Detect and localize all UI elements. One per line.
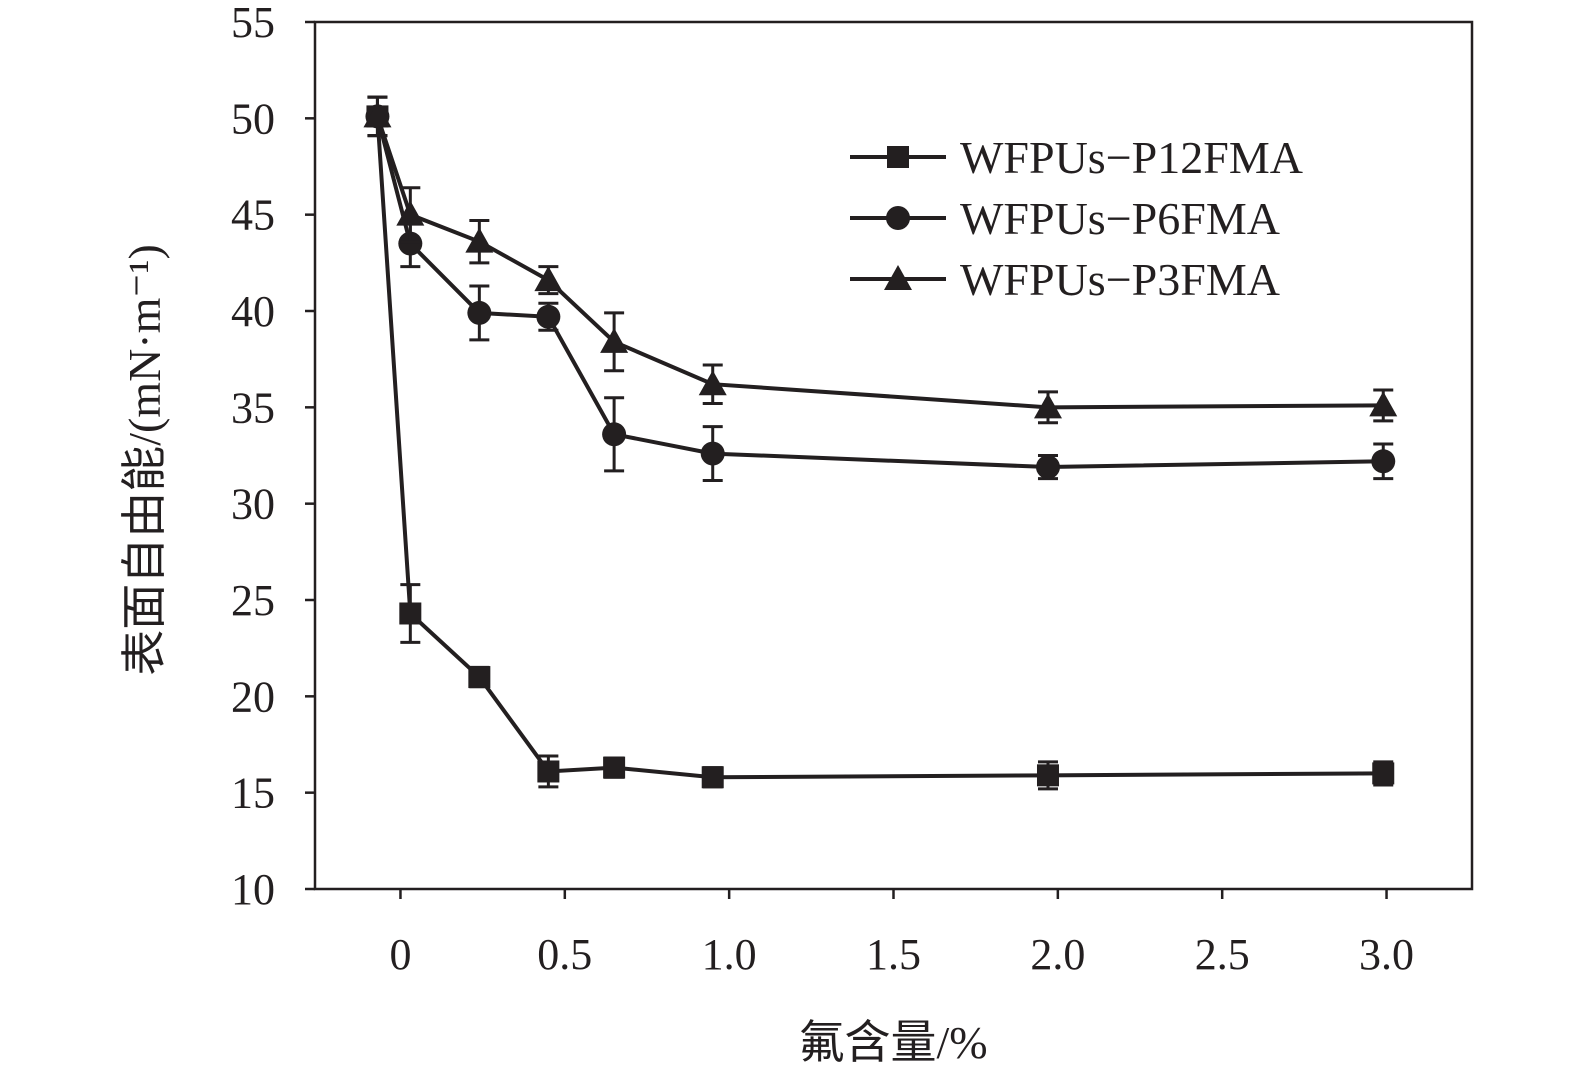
data-point (1035, 455, 1060, 480)
y-tick-label: 35 (231, 383, 275, 432)
data-point (600, 327, 629, 353)
y-tick-label: 15 (231, 769, 275, 818)
data-point (468, 666, 491, 689)
series-line (375, 115, 1384, 410)
series-line (375, 115, 1384, 470)
legend-label: WFPUs−P6FMA (960, 193, 1280, 244)
legend-marker (886, 206, 910, 230)
data-point (465, 227, 494, 253)
y-axis-title: 表面自由能/(mN·m⁻¹) (119, 244, 170, 676)
x-tick-label: 0.5 (537, 930, 592, 979)
x-tick-label: 1.5 (866, 930, 921, 979)
data-point (1033, 393, 1062, 419)
data-point (534, 266, 563, 292)
series-layer (363, 95, 1398, 791)
y-tick-label: 25 (231, 576, 275, 625)
legend-entry: WFPUs−P6FMA (850, 193, 1280, 244)
y-tick-label: 10 (231, 865, 275, 914)
data-point (603, 756, 626, 779)
y-tick-label: 30 (231, 480, 275, 529)
data-point (700, 441, 725, 466)
x-tick-label: 2.5 (1195, 930, 1250, 979)
data-point (1371, 449, 1396, 474)
x-tick-label: 0 (389, 930, 411, 979)
data-point (536, 304, 561, 329)
data-point (537, 760, 560, 783)
data-point (396, 200, 425, 226)
legend-entry: WFPUs−P12FMA (850, 132, 1303, 183)
y-tick-label: 45 (231, 191, 275, 240)
y-tick-label: 55 (231, 0, 275, 47)
y-axis-ticks: 10 15 20 25 30 35 40 45 50 55 (231, 0, 315, 914)
x-axis-ticks: 0 0.5 1.0 1.5 2.0 2.5 3.0 (389, 889, 1414, 979)
data-point (1372, 762, 1395, 785)
x-axis-title: 氟含量/% (798, 1017, 987, 1068)
series-triangle (363, 95, 1398, 425)
y-tick-label: 50 (231, 94, 275, 143)
x-tick-label: 1.0 (702, 930, 757, 979)
legend-label: WFPUs−P12FMA (960, 132, 1303, 183)
y-tick-label: 20 (231, 672, 275, 721)
legend-label: WFPUs−P3FMA (960, 254, 1280, 305)
y-tick-label: 40 (231, 287, 275, 336)
data-point (1036, 764, 1059, 787)
legend-marker (884, 265, 912, 290)
data-point (701, 766, 724, 789)
data-point (1369, 391, 1398, 417)
legend: WFPUs−P12FMA WFPUs−P6FMA WFPUs−P3FMA (850, 132, 1303, 305)
legend-entry: WFPUs−P3FMA (850, 254, 1280, 305)
data-point (698, 370, 727, 396)
legend-marker (887, 146, 909, 168)
data-point (398, 231, 423, 256)
data-point (363, 102, 392, 128)
data-point (602, 422, 627, 447)
series-line (375, 116, 1384, 780)
data-point (399, 602, 422, 625)
x-tick-label: 3.0 (1359, 930, 1414, 979)
data-point (467, 300, 492, 325)
x-tick-label: 2.0 (1030, 930, 1085, 979)
